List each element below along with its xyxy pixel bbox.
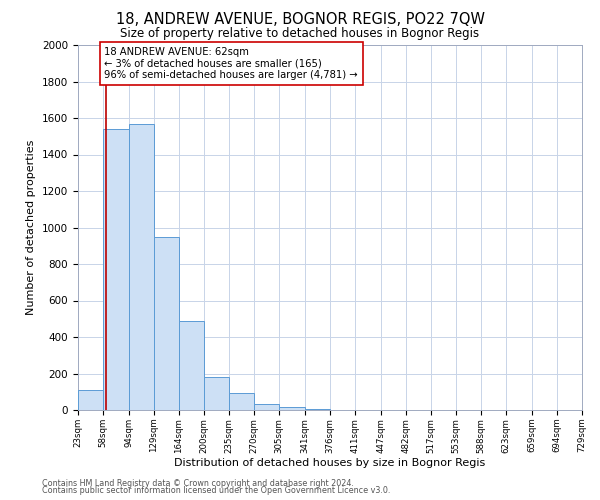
Bar — [103, 129, 128, 410]
Bar — [205, 377, 229, 410]
Bar — [128, 124, 154, 410]
Text: 18, ANDREW AVENUE, BOGNOR REGIS, PO22 7QW: 18, ANDREW AVENUE, BOGNOR REGIS, PO22 7Q… — [115, 12, 485, 28]
Bar — [254, 404, 280, 410]
Text: Contains HM Land Registry data © Crown copyright and database right 2024.: Contains HM Land Registry data © Crown c… — [42, 478, 354, 488]
Text: Size of property relative to detached houses in Bognor Regis: Size of property relative to detached ho… — [121, 28, 479, 40]
Bar — [229, 392, 254, 410]
X-axis label: Distribution of detached houses by size in Bognor Regis: Distribution of detached houses by size … — [175, 458, 485, 468]
Y-axis label: Number of detached properties: Number of detached properties — [26, 140, 37, 315]
Bar — [78, 390, 103, 410]
Bar — [154, 236, 179, 410]
Text: Contains public sector information licensed under the Open Government Licence v3: Contains public sector information licen… — [42, 486, 391, 495]
Bar — [179, 322, 205, 410]
Bar — [280, 408, 305, 410]
Text: 18 ANDREW AVENUE: 62sqm
← 3% of detached houses are smaller (165)
96% of semi-de: 18 ANDREW AVENUE: 62sqm ← 3% of detached… — [104, 47, 358, 80]
